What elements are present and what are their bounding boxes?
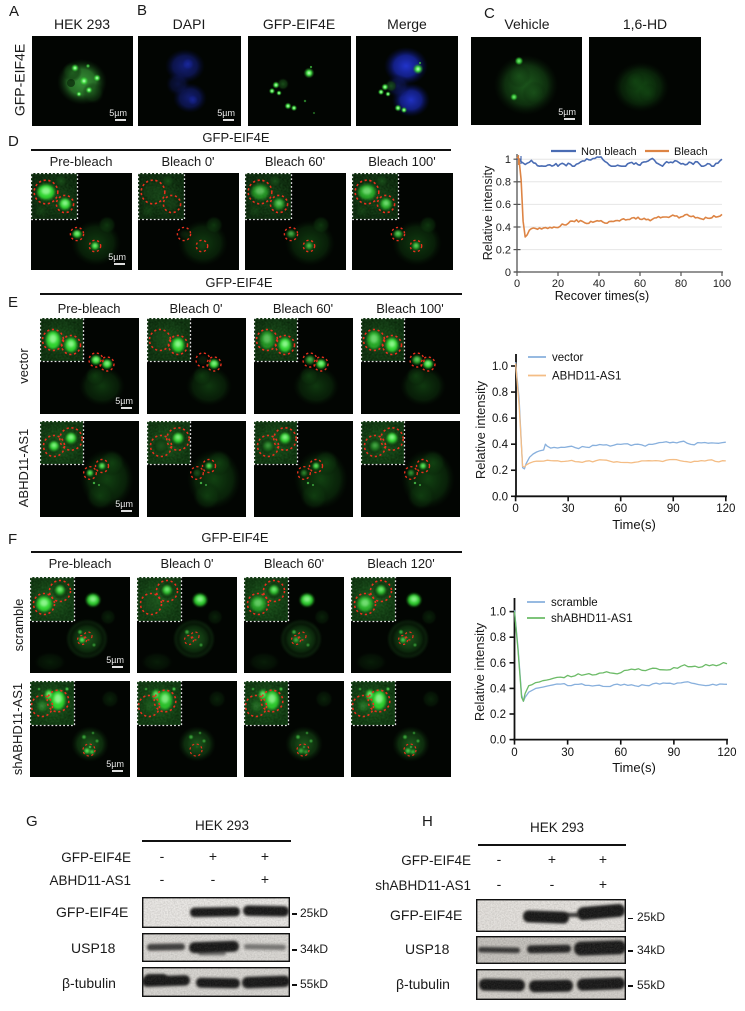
svg-text:0: 0 <box>512 503 518 515</box>
svg-text:Time(s): Time(s) <box>612 760 656 775</box>
svg-text:0.6: 0.6 <box>490 658 506 670</box>
svg-text:5µm: 5µm <box>115 499 133 509</box>
svg-text:vector: vector <box>552 352 583 364</box>
svg-text:100: 100 <box>713 278 731 290</box>
svg-text:40: 40 <box>593 278 605 290</box>
svg-text:0.2: 0.2 <box>496 244 511 256</box>
svg-text:0: 0 <box>514 278 520 290</box>
svg-text:5µm: 5µm <box>109 108 127 118</box>
svg-text:shABHD11-AS1: shABHD11-AS1 <box>551 613 633 625</box>
svg-text:Non bleach: Non bleach <box>581 146 637 158</box>
svg-text:5µm: 5µm <box>558 107 576 117</box>
svg-text:120: 120 <box>716 503 735 515</box>
svg-text:0.2: 0.2 <box>490 709 506 721</box>
svg-text:0.6: 0.6 <box>492 413 508 425</box>
svg-text:0: 0 <box>511 747 517 759</box>
svg-text:0.6: 0.6 <box>496 199 511 211</box>
svg-text:60: 60 <box>634 278 646 290</box>
svg-text:5µm: 5µm <box>106 759 124 769</box>
svg-text:60: 60 <box>614 747 627 759</box>
svg-text:0.4: 0.4 <box>490 683 507 695</box>
svg-text:1: 1 <box>505 154 511 166</box>
svg-text:1.0: 1.0 <box>490 607 506 619</box>
svg-text:5µm: 5µm <box>108 252 126 262</box>
svg-text:80: 80 <box>675 278 687 290</box>
svg-text:0.0: 0.0 <box>492 491 508 503</box>
svg-text:5µm: 5µm <box>115 396 133 406</box>
svg-text:90: 90 <box>667 747 680 759</box>
svg-text:0.8: 0.8 <box>496 177 511 189</box>
svg-text:Bleach: Bleach <box>674 146 708 158</box>
svg-text:0.2: 0.2 <box>492 465 508 477</box>
svg-text:Recover times(s): Recover times(s) <box>555 289 649 303</box>
svg-text:90: 90 <box>667 503 680 515</box>
svg-text:30: 30 <box>562 503 575 515</box>
svg-text:1.0: 1.0 <box>492 361 508 373</box>
svg-text:0.4: 0.4 <box>492 439 509 451</box>
svg-text:Time(s): Time(s) <box>612 517 656 532</box>
svg-text:30: 30 <box>561 747 574 759</box>
svg-text:0.0: 0.0 <box>490 735 506 747</box>
svg-text:120: 120 <box>717 747 736 759</box>
svg-text:0.4: 0.4 <box>496 222 511 234</box>
svg-text:ABHD11-AS1: ABHD11-AS1 <box>552 371 621 383</box>
svg-text:60: 60 <box>614 503 627 515</box>
svg-text:scramble: scramble <box>551 597 598 609</box>
svg-text:20: 20 <box>552 278 564 290</box>
svg-text:0.8: 0.8 <box>492 387 508 399</box>
svg-text:5µm: 5µm <box>217 108 235 118</box>
svg-text:0.8: 0.8 <box>490 632 506 644</box>
svg-text:0: 0 <box>505 267 511 279</box>
svg-text:5µm: 5µm <box>106 655 124 665</box>
